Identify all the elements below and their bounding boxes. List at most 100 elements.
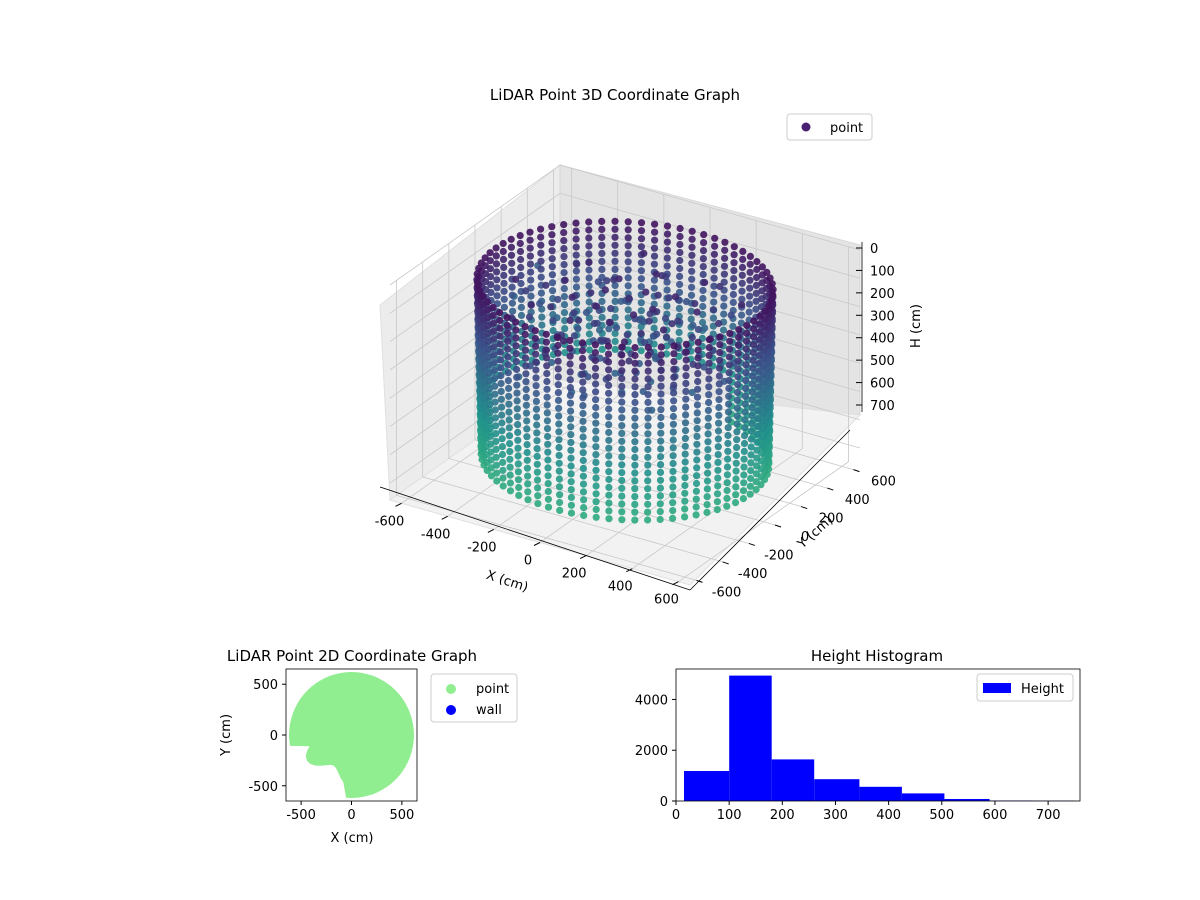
point-3d bbox=[747, 435, 756, 443]
point-3d bbox=[656, 484, 665, 492]
point-3d bbox=[663, 254, 671, 262]
point-3d bbox=[579, 433, 587, 441]
point-3d bbox=[669, 428, 677, 436]
point-3d bbox=[669, 452, 677, 460]
point-3d bbox=[670, 389, 678, 397]
point-3d bbox=[637, 259, 646, 267]
point-3d bbox=[522, 370, 530, 378]
point-3d bbox=[526, 228, 534, 236]
point-3d bbox=[493, 292, 501, 300]
point-3d bbox=[554, 334, 562, 342]
point-3d bbox=[491, 374, 499, 382]
x-tick-label-2d: -500 bbox=[286, 808, 316, 823]
point-3d bbox=[699, 255, 708, 263]
point-3d bbox=[732, 451, 741, 459]
point-3d bbox=[522, 385, 530, 394]
point-3d bbox=[694, 370, 702, 378]
point-3d bbox=[654, 291, 662, 299]
x-axis-line bbox=[379, 486, 691, 591]
y-axis-line bbox=[689, 429, 851, 591]
point-3d bbox=[605, 405, 613, 413]
point-3d bbox=[555, 436, 563, 444]
point-3d bbox=[701, 278, 709, 287]
point-3d bbox=[631, 398, 639, 407]
point-3d bbox=[505, 424, 513, 432]
legend-2d-label-point: point bbox=[476, 682, 509, 697]
point-3d bbox=[533, 468, 542, 476]
point-3d bbox=[572, 227, 580, 235]
x-tick-label-hist: 0 bbox=[672, 808, 680, 823]
point-3d bbox=[637, 347, 645, 355]
point-3d bbox=[615, 275, 623, 283]
point-3d bbox=[554, 295, 562, 304]
point-3d bbox=[611, 241, 619, 249]
point-3d bbox=[474, 281, 482, 289]
point-3d bbox=[605, 325, 613, 333]
point-3d bbox=[766, 274, 774, 282]
point-3d bbox=[543, 370, 551, 378]
x-tick-label-hist: 700 bbox=[1036, 808, 1061, 823]
point-3d bbox=[699, 302, 707, 311]
point-3d bbox=[710, 282, 718, 290]
point-3d bbox=[598, 241, 606, 249]
point-3d bbox=[513, 365, 521, 374]
point-3d bbox=[693, 440, 701, 448]
point-3d bbox=[566, 368, 574, 376]
point-3d bbox=[705, 351, 713, 359]
point-3d bbox=[526, 236, 534, 244]
point-3d bbox=[505, 384, 513, 392]
point-3d bbox=[733, 443, 741, 452]
point-3d bbox=[631, 469, 639, 477]
point-3d bbox=[618, 461, 626, 469]
point-3d bbox=[555, 412, 563, 420]
point-3d bbox=[734, 357, 742, 365]
point-3d bbox=[604, 358, 613, 366]
z-tick-label-3d: 700 bbox=[870, 399, 895, 414]
legend-2d-label-wall: wall bbox=[476, 703, 502, 718]
point-3d bbox=[710, 250, 719, 258]
point-3d bbox=[693, 409, 701, 417]
point-3d bbox=[504, 369, 512, 377]
point-3d bbox=[705, 359, 713, 367]
point-3d bbox=[523, 448, 531, 457]
point-3d bbox=[506, 447, 514, 456]
point-3d bbox=[670, 342, 678, 350]
point-3d bbox=[749, 341, 758, 349]
point-3d bbox=[560, 237, 568, 245]
point-3d bbox=[650, 252, 659, 260]
point-3d bbox=[537, 289, 546, 297]
legend-hist-label: Height bbox=[1021, 682, 1064, 697]
point-3d bbox=[592, 380, 600, 388]
point-3d bbox=[682, 364, 690, 372]
point-3d bbox=[631, 445, 639, 454]
z-tick-label-3d: 400 bbox=[870, 332, 895, 347]
point-3d bbox=[556, 491, 564, 499]
point-3d bbox=[734, 388, 742, 397]
point-3d bbox=[694, 377, 702, 386]
point-3d bbox=[704, 406, 713, 414]
point-3d bbox=[618, 453, 626, 461]
point-3d bbox=[606, 318, 614, 327]
point-3d bbox=[585, 282, 593, 290]
point-3d bbox=[754, 383, 762, 391]
point-3d bbox=[505, 400, 513, 408]
point-3d bbox=[732, 475, 740, 483]
point-3d bbox=[688, 267, 696, 275]
point-3d bbox=[554, 381, 562, 389]
point-3d bbox=[542, 281, 550, 289]
point-3d bbox=[715, 419, 723, 427]
point-3d bbox=[598, 313, 606, 321]
point-3d bbox=[644, 445, 652, 454]
x-axis-label-2d: X (cm) bbox=[331, 831, 374, 846]
point-3d bbox=[578, 347, 587, 355]
point-3d bbox=[624, 218, 632, 226]
point-3d bbox=[567, 486, 575, 494]
point-3d bbox=[624, 266, 632, 274]
point-3d bbox=[753, 454, 761, 462]
y-tick-label-3d: 0 bbox=[801, 530, 809, 545]
point-3d bbox=[734, 381, 742, 389]
point-3d bbox=[543, 417, 552, 425]
points-2d bbox=[289, 672, 414, 798]
point-3d bbox=[505, 432, 514, 440]
